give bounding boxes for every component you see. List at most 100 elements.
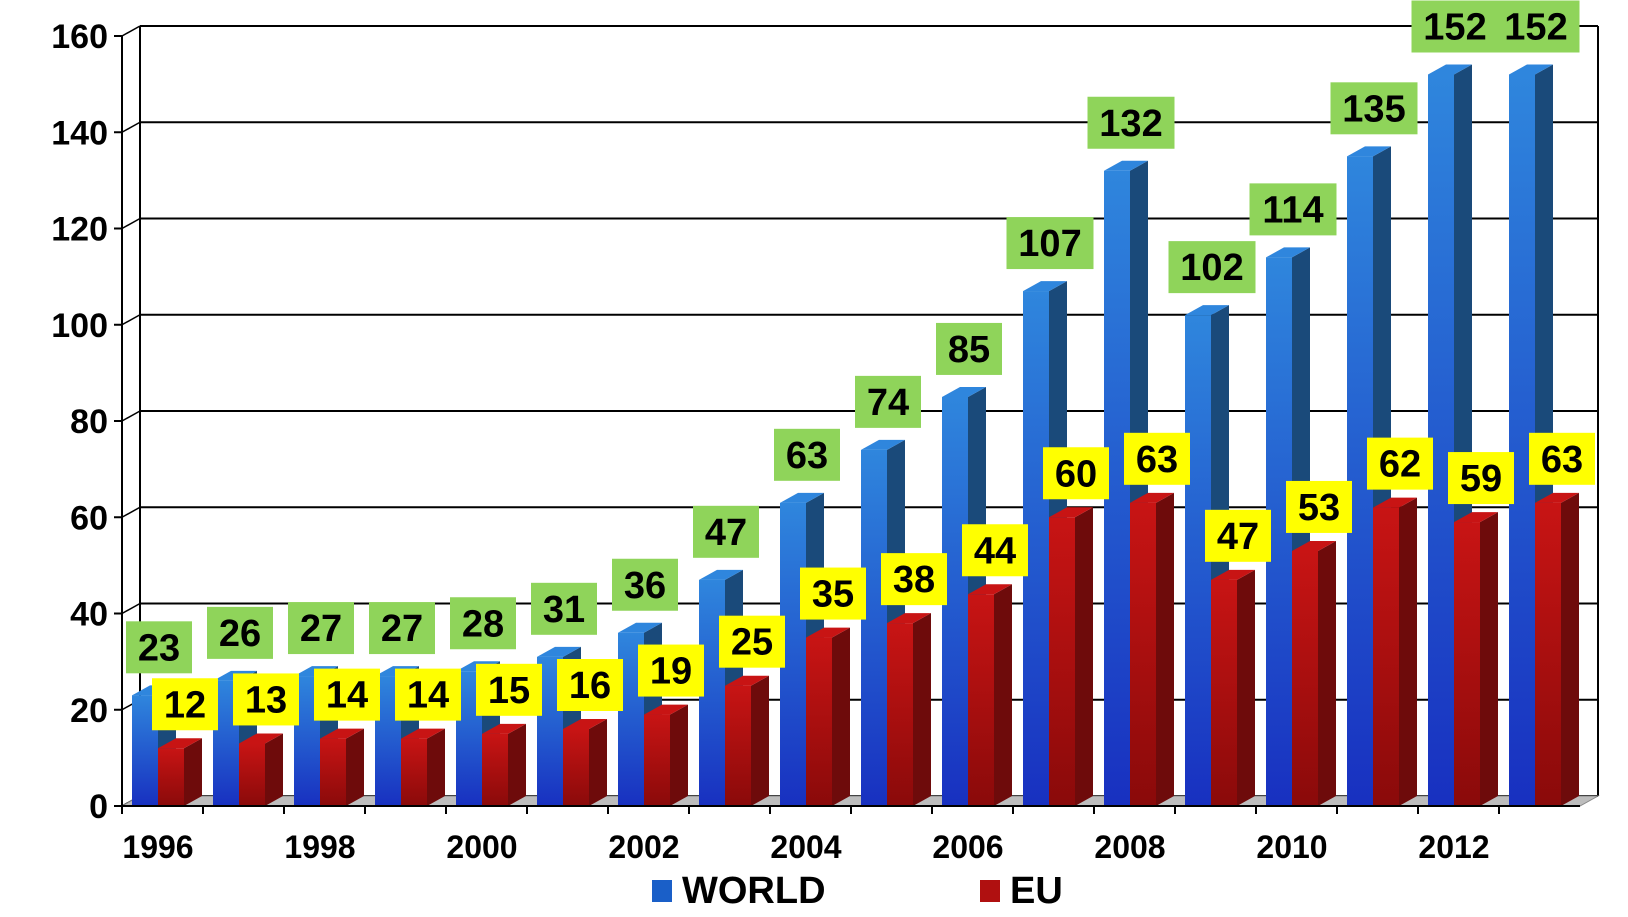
bar-eu-side — [1399, 497, 1417, 806]
bar-world-top — [1428, 64, 1472, 75]
data-label-eu-bg — [638, 644, 704, 697]
data-label-world: 23 — [138, 627, 180, 669]
data-label-world-bg — [693, 505, 759, 558]
data-label-world: 132 — [1099, 103, 1162, 145]
data-label-world-bg — [612, 558, 678, 611]
y-tick-label: 160 — [51, 18, 108, 56]
data-label-eu: 53 — [1298, 487, 1340, 529]
legend-swatch-eu — [980, 880, 1000, 902]
gridline-depth — [121, 25, 141, 37]
data-label-eu: 15 — [488, 670, 530, 712]
bar-eu-top — [482, 723, 526, 734]
bar-eu-side — [1480, 512, 1498, 806]
data-label-eu: 16 — [569, 665, 611, 707]
data-label-eu-bg — [152, 678, 218, 731]
gridline-depth — [121, 602, 141, 615]
bar-eu-side — [670, 704, 688, 806]
data-label-eu-bg — [1124, 432, 1190, 485]
data-label-world-bg — [936, 322, 1002, 375]
data-label-world: 135 — [1342, 88, 1405, 130]
gridline-depth — [121, 121, 141, 133]
bar-eu-top — [1049, 507, 1093, 518]
data-label-eu: 12 — [164, 684, 206, 726]
bar-eu-front — [1535, 502, 1561, 806]
x-tick-label: 2010 — [1256, 829, 1327, 865]
data-label-world: 85 — [948, 329, 990, 371]
bar-eu-top — [1535, 492, 1579, 503]
bar-eu-top — [1211, 569, 1255, 580]
data-label-world-bg — [207, 606, 273, 659]
bar-eu-front — [239, 743, 265, 806]
y-tick-label: 120 — [51, 211, 108, 249]
bar-eu-front — [806, 637, 832, 806]
bar-eu-side — [1561, 492, 1579, 806]
data-label-world-bg — [1411, 0, 1499, 53]
bar-eu-top — [1373, 497, 1417, 508]
x-tick-label: 2004 — [770, 829, 841, 865]
data-label-world-bg — [288, 602, 354, 655]
bar-eu-front — [1292, 550, 1318, 806]
gridline-depth — [121, 506, 141, 518]
bar-eu-side — [346, 728, 364, 806]
bar-eu-side — [427, 728, 445, 806]
bar-eu-side — [589, 719, 607, 806]
bar-eu-side — [994, 584, 1012, 806]
data-label-world: 27 — [381, 608, 423, 650]
bar-world-top — [861, 439, 905, 450]
data-label-eu-bg — [881, 553, 947, 606]
bar-world-top — [1185, 305, 1229, 316]
bar-eu-front — [482, 733, 508, 806]
data-label-world: 47 — [705, 512, 747, 554]
y-tick-label: 140 — [51, 114, 108, 152]
y-tick-label: 40 — [70, 596, 108, 634]
bar-eu-side — [1318, 540, 1336, 806]
data-label-eu-bg — [314, 668, 380, 721]
data-label-eu-bg — [719, 615, 785, 668]
data-label-eu-bg — [962, 524, 1028, 577]
data-label-eu: 14 — [407, 675, 449, 717]
bar-world-top — [1023, 281, 1067, 292]
data-label-eu: 25 — [731, 622, 773, 664]
bar-eu-top — [1454, 512, 1498, 523]
bar-eu-top — [644, 704, 688, 715]
x-tick-label: 2006 — [932, 829, 1003, 865]
data-label-world: 36 — [624, 565, 666, 607]
bar-eu-side — [832, 627, 850, 806]
bar-eu-top — [806, 627, 850, 638]
y-tick-label: 80 — [70, 403, 108, 441]
bar-world-top — [942, 386, 986, 397]
bar-eu-front — [1211, 579, 1237, 806]
data-label-eu-bg — [1043, 447, 1109, 500]
data-label-world: 63 — [786, 435, 828, 477]
bar-eu-front — [158, 748, 184, 806]
data-label-world: 152 — [1504, 7, 1567, 49]
bar-world-top — [1509, 64, 1553, 75]
data-label-eu: 47 — [1217, 516, 1259, 558]
gridline-depth — [121, 314, 141, 326]
data-label-world-bg — [369, 602, 435, 655]
data-label-eu-bg — [1286, 480, 1352, 533]
bar-world-top — [699, 569, 743, 580]
y-tick-label: 20 — [70, 692, 108, 730]
bar-world-top — [1266, 247, 1310, 258]
bar-eu-side — [1237, 569, 1255, 806]
x-tick-label: 1996 — [122, 829, 193, 865]
bar-eu-front — [725, 685, 751, 806]
x-tick-label: 2008 — [1094, 829, 1165, 865]
bar-eu-top — [320, 728, 364, 739]
legend-label-eu: EU — [1010, 870, 1063, 912]
bar-eu-front — [1454, 522, 1480, 806]
bar-eu-side — [1156, 492, 1174, 806]
bar-eu-side — [751, 675, 769, 806]
y-tick-label: 0 — [89, 788, 108, 826]
data-label-eu-bg — [1448, 452, 1514, 505]
bar-eu-front — [644, 714, 670, 806]
bar-eu-side — [913, 613, 931, 806]
data-label-eu: 63 — [1136, 439, 1178, 481]
data-label-eu-bg — [800, 567, 866, 620]
bars-layer — [132, 64, 1579, 806]
data-label-world-bg — [531, 582, 597, 635]
x-tick-label: 1998 — [284, 829, 355, 865]
